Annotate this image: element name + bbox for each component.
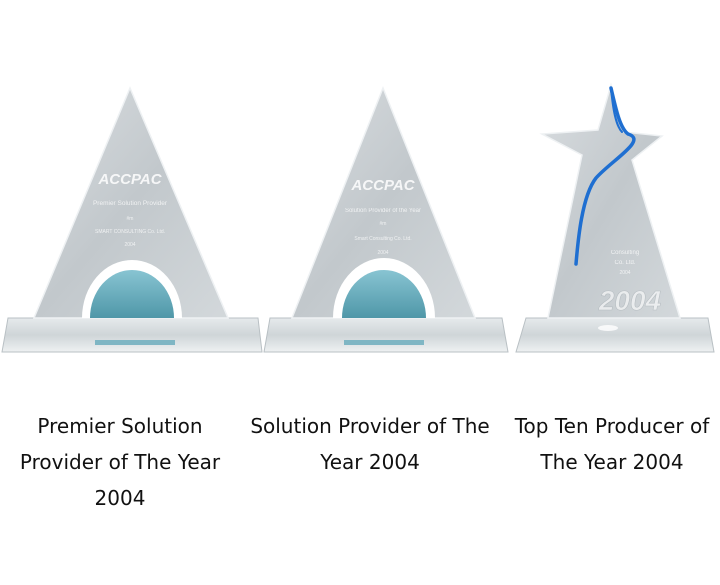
trophy-3-blue-swoosh-highlight [610,87,623,133]
trophy-1-base [1,317,263,353]
trophy-2-teal-insert [342,270,426,318]
trophy-2-base [263,317,509,353]
trophy-solution-provider: ACCPAC Solution Provider of the Year #m … [263,85,509,353]
trophy-3-base-reflection [598,325,618,331]
trophy-1-logo: ACCPAC [97,171,162,188]
trophy-1-line4: 2004 [124,242,135,248]
trophy-2-line2: #m [380,221,387,227]
caption-top-ten-producer: Top Ten Producer of The Year 2004 [514,414,710,474]
trophy-top-ten-producer: Consulting Co. Ltd. 2004 2004 [515,82,715,353]
trophy-2-line4: 2004 [377,250,388,256]
trophy-premier-solution-provider: ACCPAC Premier Solution Provider #m SMAR… [1,86,263,353]
trophy-3-line3: 2004 [619,270,630,276]
trophy-3-star-glass [539,82,682,319]
trophy-1-line2: #m [127,216,134,222]
trophy-2-logo: ACCPAC [350,177,415,194]
trophy-2-line3: Smart Consulting Co. Ltd. [354,236,411,242]
caption-solution-provider: Solution Provider of The Year 2004 [250,414,490,474]
trophy-3-blue-swoosh [574,86,636,266]
trophies-illustration: ACCPAC Premier Solution Provider #m SMAR… [1,82,715,353]
trophy-2-line1: Solution Provider of the Year [345,208,421,214]
trophy-3-base [515,317,715,353]
trophy-3-year: 2004 [598,285,662,316]
trophy-1-line3: SMART CONSULTING Co. Ltd. [95,229,165,235]
trophy-2-base-band [344,340,424,345]
trophy-1-teal-insert [90,270,174,318]
trophy-1-base-band [95,340,175,345]
trophy-3-line2: Co. Ltd. [614,260,635,266]
trophy-1-line1: Premier Solution Provider [93,200,168,207]
trophy-3-line1: Consulting [611,250,639,256]
caption-premier-solution-provider: Premier Solution Provider of The Year 20… [19,414,221,510]
